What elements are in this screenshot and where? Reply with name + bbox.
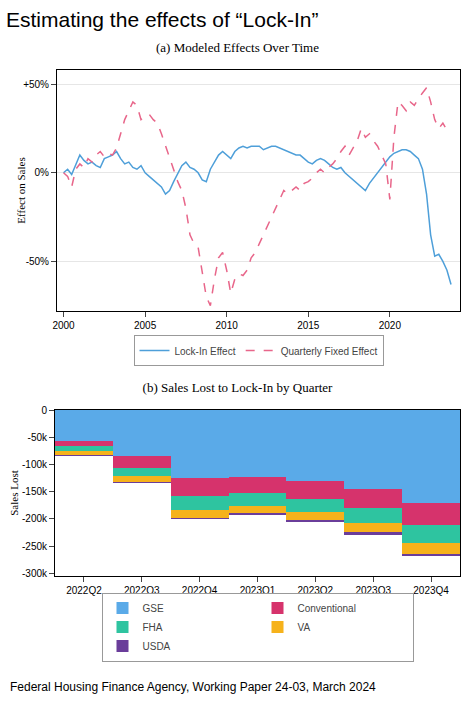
svg-text:USDA: USDA xyxy=(143,641,171,652)
svg-text:2022Q2: 2022Q2 xyxy=(66,585,102,596)
svg-text:Sales Lost: Sales Lost xyxy=(8,470,20,516)
svg-text:2023Q3: 2023Q3 xyxy=(355,585,391,596)
svg-text:(b) Sales Lost to Lock-In by Q: (b) Sales Lost to Lock-In by Quarter xyxy=(143,380,334,395)
svg-text:+50%: +50% xyxy=(23,79,49,90)
svg-text:2015: 2015 xyxy=(297,320,320,331)
svg-text:-100k: -100k xyxy=(22,459,48,470)
svg-text:2020: 2020 xyxy=(379,320,402,331)
svg-text:2000: 2000 xyxy=(52,320,75,331)
svg-text:2005: 2005 xyxy=(134,320,157,331)
html-text:Estimating the effects of “Loc: Estimating the effects of “Lock-In” xyxy=(6,8,319,31)
svg-text:Lock-In Effect: Lock-In Effect xyxy=(175,346,236,357)
svg-text:0%: 0% xyxy=(35,167,50,178)
svg-text:Quarterly Fixed Effect: Quarterly Fixed Effect xyxy=(281,346,378,357)
svg-text:(a) Modeled Effects Over Time: (a) Modeled Effects Over Time xyxy=(156,40,319,55)
svg-text:2022Q3: 2022Q3 xyxy=(124,585,160,596)
svg-text:0: 0 xyxy=(41,405,47,416)
html-text:Federal Housing Finance Agency: Federal Housing Finance Agency, Working … xyxy=(10,680,376,694)
svg-text:-300k: -300k xyxy=(22,568,48,579)
svg-text:2023Q1: 2023Q1 xyxy=(239,585,276,596)
svg-text:-50k: -50k xyxy=(28,432,48,443)
svg-text:-200k: -200k xyxy=(22,513,48,524)
svg-text:2022Q4: 2022Q4 xyxy=(181,585,218,596)
svg-text:2010: 2010 xyxy=(216,320,239,331)
svg-text:FHA: FHA xyxy=(143,622,163,633)
svg-text:-150k: -150k xyxy=(22,486,48,497)
svg-text:Conventional: Conventional xyxy=(298,603,356,614)
svg-text:Effect on Sales: Effect on Sales xyxy=(15,157,27,223)
svg-text:2023Q2: 2023Q2 xyxy=(297,585,334,596)
svg-text:VA: VA xyxy=(298,622,311,633)
svg-text:GSE: GSE xyxy=(143,603,164,614)
svg-text:-50%: -50% xyxy=(26,256,49,267)
svg-text:-250k: -250k xyxy=(22,541,48,552)
svg-text:2023Q4: 2023Q4 xyxy=(413,585,449,596)
